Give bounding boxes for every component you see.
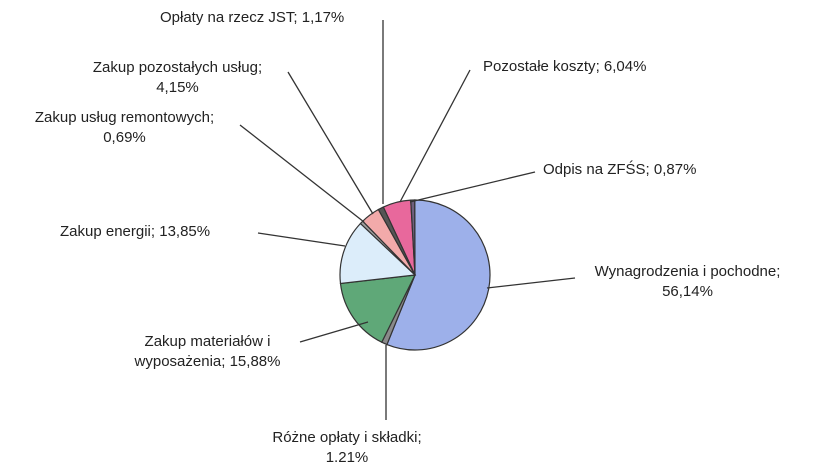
- label-value: 0,69%: [103, 129, 146, 146]
- label-separator: ;: [595, 58, 604, 75]
- slice-label: Zakup energii; 13,85%: [60, 222, 310, 242]
- slice-label: Zakup materiałów i wyposażenia; 15,88%: [125, 332, 290, 372]
- label-value: 15,88%: [229, 353, 281, 370]
- label-value: 0,87%: [653, 161, 697, 178]
- label-name: Wynagrodzenia i pochodne: [594, 263, 777, 280]
- label-separator: ;: [293, 9, 302, 26]
- label-name: Różne opłaty i składki: [272, 429, 418, 446]
- label-separator: ;: [645, 161, 654, 178]
- label-separator: ;: [776, 263, 785, 280]
- leader-line: [399, 69, 471, 203]
- leader-line: [287, 71, 374, 215]
- label-separator: ;: [209, 109, 219, 126]
- leader-line: [409, 171, 536, 203]
- slice-label: Zakup usług remontowych; 0,69%: [12, 108, 237, 148]
- label-separator: ;: [150, 223, 160, 240]
- label-separator: ;: [221, 353, 230, 370]
- leader-line: [486, 277, 576, 289]
- label-name: Zakup materiałów i wyposażenia: [134, 333, 271, 370]
- slice-label: Wynagrodzenia i pochodne; 56,14%: [585, 262, 790, 302]
- label-value: 6,04%: [603, 58, 647, 75]
- label-separator: ;: [257, 59, 267, 76]
- label-value: 56,14%: [662, 283, 713, 300]
- label-name: Zakup energii: [60, 223, 151, 240]
- slice-label: Opłaty na rzecz JST; 1,17%: [160, 8, 385, 28]
- leader-line: [299, 321, 369, 343]
- leader-line: [257, 232, 346, 247]
- pie-slice: [386, 199, 491, 351]
- slice-label: Pozostałe koszty; 6,04%: [483, 57, 703, 77]
- pie-slice: [339, 274, 417, 344]
- label-value: 13,85%: [159, 223, 211, 240]
- slice-label: Zakup pozostałych usług; 4,15%: [75, 58, 280, 98]
- leader-line: [239, 124, 365, 223]
- label-name: Opłaty na rzecz JST: [160, 9, 294, 26]
- label-name: Zakup usług remontowych: [34, 109, 210, 126]
- label-value: 1,17%: [301, 9, 345, 26]
- label-separator: ;: [417, 429, 426, 446]
- label-value: 4,15%: [156, 79, 199, 96]
- label-value: 1,21%: [325, 449, 369, 462]
- label-name: Pozostałe koszty: [483, 58, 596, 75]
- label-name: Zakup pozostałych usług: [92, 59, 258, 76]
- slice-label: Różne opłaty i składki; 1,21%: [262, 428, 432, 462]
- label-name: Odpis na ZFŚS: [543, 161, 646, 178]
- pie-slice: [339, 222, 417, 285]
- pie-slice: [377, 206, 416, 276]
- slice-label: Odpis na ZFŚS; 0,87%: [543, 160, 763, 180]
